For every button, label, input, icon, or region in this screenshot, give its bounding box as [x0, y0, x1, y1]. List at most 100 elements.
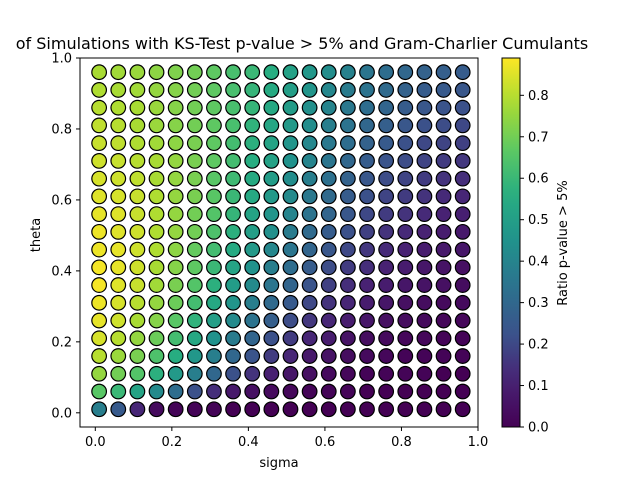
scatter-point: [416, 259, 433, 276]
scatter-point: [435, 152, 452, 169]
scatter-point: [167, 277, 184, 293]
scatter-point: [263, 365, 280, 382]
colorbar-label: Ratio p-value > 5%: [556, 180, 571, 305]
scatter-point: [359, 170, 375, 187]
scatter-point: [244, 135, 261, 152]
scatter-point: [397, 64, 414, 81]
scatter-point: [91, 170, 108, 187]
plot-frame: [79, 57, 479, 428]
scatter-point: [454, 348, 471, 364]
scatter-point: [301, 294, 318, 311]
scatter-point: [148, 135, 165, 152]
scatter-point: [225, 294, 241, 311]
scatter-point: [301, 383, 318, 400]
scatter-point: [206, 206, 222, 223]
scatter-point: [186, 152, 203, 169]
scatter-point: [320, 152, 337, 169]
scatter-point: [416, 82, 433, 98]
scatter-point: [186, 365, 203, 382]
scatter-point: [320, 170, 337, 187]
colorbar-tick-label: 0.0: [528, 421, 549, 436]
scatter-point: [263, 152, 280, 169]
scatter-point: [454, 241, 471, 258]
scatter-point: [225, 117, 241, 134]
scatter-point: [320, 365, 337, 382]
scatter-point: [397, 223, 414, 240]
scatter-point: [225, 365, 241, 382]
scatter-point: [129, 312, 146, 329]
scatter-points: [91, 64, 471, 418]
scatter-point: [282, 152, 299, 169]
scatter-point: [186, 330, 203, 347]
scatter-point: [454, 117, 471, 134]
scatter-point: [435, 383, 452, 400]
scatter-point: [378, 277, 395, 293]
colorbar-tick-label: 0.5: [528, 213, 549, 228]
scatter-point: [416, 401, 433, 418]
scatter-point: [397, 330, 414, 347]
scatter-point: [148, 365, 165, 382]
scatter-point: [454, 152, 471, 169]
scatter-point: [320, 294, 337, 311]
scatter-point: [186, 170, 203, 187]
scatter-point: [339, 383, 356, 400]
scatter-point: [91, 312, 108, 329]
scatter-point: [454, 330, 471, 347]
scatter-point: [91, 206, 108, 223]
scatter-point: [301, 259, 318, 276]
scatter-point: [282, 99, 299, 116]
scatter-point: [186, 188, 203, 205]
scatter-point: [282, 401, 299, 418]
scatter-point: [282, 294, 299, 311]
scatter-point: [454, 188, 471, 205]
scatter-point: [148, 117, 165, 134]
scatter-point: [91, 223, 108, 240]
scatter-point: [263, 330, 280, 347]
scatter-point: [397, 401, 414, 418]
scatter-point: [435, 64, 452, 81]
scatter-point: [110, 170, 127, 187]
x-tick-label: 0.2: [162, 435, 183, 450]
scatter-point: [167, 64, 184, 81]
scatter-point: [91, 82, 108, 98]
scatter-point: [91, 365, 108, 382]
scatter-point: [206, 312, 222, 329]
scatter-point: [435, 188, 452, 205]
scatter-point: [397, 383, 414, 400]
scatter-point: [378, 241, 395, 258]
scatter-point: [148, 259, 165, 276]
colorbar-tick-label: 0.3: [528, 296, 549, 311]
scatter-point: [397, 312, 414, 329]
scatter-point: [186, 206, 203, 223]
y-tick-label: 0.8: [51, 122, 72, 137]
scatter-point: [320, 330, 337, 347]
y-tick-label: 0.6: [51, 193, 72, 208]
scatter-point: [282, 188, 299, 205]
scatter-point: [110, 135, 127, 152]
scatter-point: [282, 64, 299, 81]
scatter-point: [301, 170, 318, 187]
scatter-point: [378, 223, 395, 240]
scatter-point: [206, 348, 222, 364]
scatter-point: [397, 152, 414, 169]
colorbar-tick-label: 0.7: [528, 130, 549, 145]
y-tick-label: 0.2: [51, 335, 72, 350]
scatter-point: [416, 206, 433, 223]
scatter-point: [454, 64, 471, 81]
scatter-point: [378, 206, 395, 223]
scatter-point: [301, 365, 318, 382]
scatter-point: [282, 312, 299, 329]
scatter-point: [129, 152, 146, 169]
scatter-point: [454, 99, 471, 116]
scatter-point: [416, 188, 433, 205]
scatter-point: [225, 330, 241, 347]
scatter-point: [167, 259, 184, 276]
scatter-point: [186, 64, 203, 81]
scatter-point: [454, 365, 471, 382]
scatter-point: [206, 330, 222, 347]
scatter-point: [206, 277, 222, 293]
scatter-point: [339, 241, 356, 258]
scatter-point: [301, 188, 318, 205]
scatter-point: [148, 348, 165, 364]
scatter-point: [378, 152, 395, 169]
